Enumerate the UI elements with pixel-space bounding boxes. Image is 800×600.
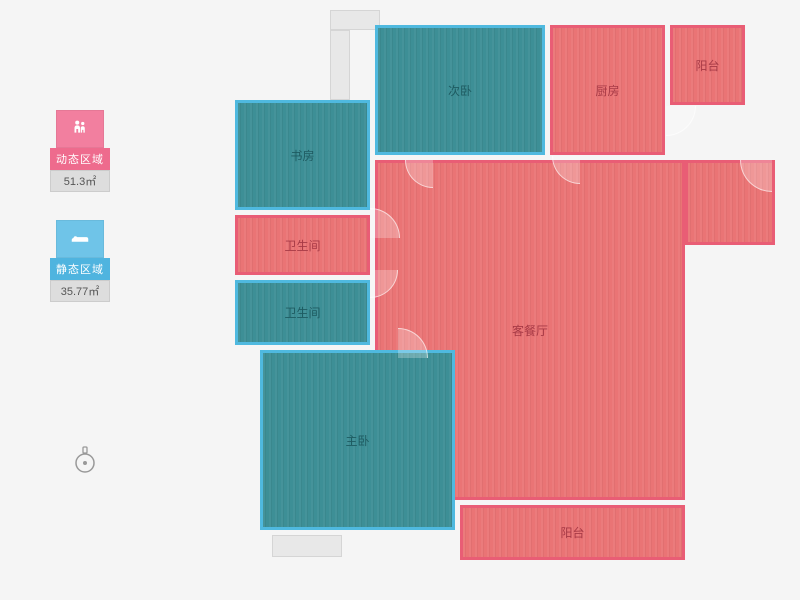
legend-dynamic-label: 动态区域 — [50, 148, 110, 170]
sleep-icon — [56, 220, 104, 258]
legend-dynamic-value: 51.3㎡ — [50, 170, 110, 192]
compass-icon — [70, 445, 100, 475]
room-label: 阳台 — [695, 57, 719, 74]
room-study: 书房 — [235, 100, 370, 210]
room-label: 厨房 — [595, 82, 619, 99]
room-bath-upper: 卫生间 — [235, 215, 370, 275]
legend-static-value: 35.77㎡ — [50, 280, 110, 302]
people-icon — [56, 110, 104, 148]
room-label: 卫生间 — [284, 237, 320, 254]
legend-static: 静态区域 35.77㎡ — [50, 220, 110, 302]
door-arc — [740, 128, 800, 192]
room-kitchen: 厨房 — [550, 25, 665, 155]
room-label: 主卧 — [345, 432, 369, 449]
room-balcony-bottom: 阳台 — [460, 505, 685, 560]
room-label: 客餐厅 — [512, 322, 548, 339]
legend-dynamic: 动态区域 51.3㎡ — [50, 110, 110, 192]
wall-stub — [330, 30, 350, 100]
room-label: 书房 — [290, 147, 314, 164]
room-secondary-bedroom: 次卧 — [375, 25, 545, 155]
room-label: 卫生间 — [284, 304, 320, 321]
room-master-bedroom: 主卧 — [260, 350, 455, 530]
room-label: 阳台 — [560, 524, 584, 541]
room-bath-lower: 卫生间 — [235, 280, 370, 345]
wall-stub — [330, 10, 380, 30]
legend-panel: 动态区域 51.3㎡ 静态区域 35.77㎡ — [50, 110, 110, 330]
floor-plan: 次卧厨房阳台书房卫生间卫生间客餐厅主卧阳台 — [200, 10, 780, 590]
wall-stub — [272, 535, 342, 557]
room-balcony-top: 阳台 — [670, 25, 745, 105]
legend-static-label: 静态区域 — [50, 258, 110, 280]
room-label: 次卧 — [448, 82, 472, 99]
